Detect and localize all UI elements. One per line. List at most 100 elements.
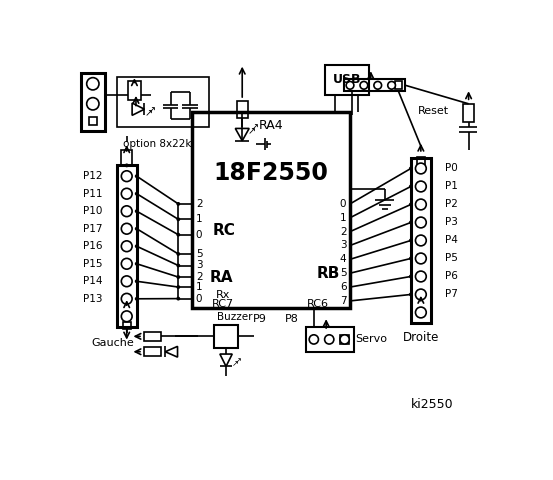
Text: 18F2550: 18F2550 — [213, 161, 328, 185]
Text: option 8x22k: option 8x22k — [123, 139, 192, 149]
Circle shape — [409, 184, 413, 189]
Text: 0: 0 — [196, 294, 202, 304]
Text: 2: 2 — [196, 199, 202, 209]
Text: 4: 4 — [340, 254, 346, 264]
Bar — [344, 79, 405, 92]
Circle shape — [87, 78, 99, 90]
Text: RC6: RC6 — [307, 299, 328, 309]
Text: P16: P16 — [84, 241, 103, 251]
Text: P12: P12 — [84, 171, 103, 181]
Circle shape — [415, 217, 426, 228]
Circle shape — [135, 227, 139, 231]
Circle shape — [121, 311, 132, 322]
Text: 0: 0 — [340, 199, 346, 209]
Circle shape — [415, 199, 426, 210]
Circle shape — [121, 223, 132, 234]
Circle shape — [176, 275, 180, 279]
Circle shape — [415, 271, 426, 282]
Circle shape — [135, 279, 139, 283]
Circle shape — [87, 97, 99, 110]
Text: Reset: Reset — [418, 107, 450, 117]
Circle shape — [415, 181, 426, 192]
Circle shape — [340, 335, 349, 344]
Circle shape — [409, 256, 413, 260]
Bar — [411, 158, 431, 323]
Text: P14: P14 — [84, 276, 103, 286]
Bar — [89, 117, 97, 125]
Text: 3: 3 — [196, 261, 202, 271]
Bar — [192, 111, 350, 308]
Text: 6: 6 — [340, 282, 346, 292]
Circle shape — [125, 164, 129, 168]
Text: ↗: ↗ — [145, 108, 153, 118]
Bar — [144, 347, 161, 356]
Text: ↗: ↗ — [232, 359, 239, 368]
Circle shape — [409, 239, 413, 242]
Text: RC7: RC7 — [212, 299, 234, 309]
Text: ki2550: ki2550 — [411, 397, 453, 410]
Text: Servo: Servo — [355, 335, 387, 345]
Text: Rx: Rx — [216, 290, 230, 300]
Bar — [144, 332, 161, 341]
Bar — [463, 104, 474, 122]
Bar — [117, 77, 209, 127]
Circle shape — [135, 244, 139, 248]
Text: P10: P10 — [84, 206, 103, 216]
Text: 0: 0 — [196, 230, 202, 240]
Bar — [237, 101, 248, 119]
Text: 3: 3 — [340, 240, 346, 251]
Text: P7: P7 — [445, 289, 457, 300]
Circle shape — [176, 233, 180, 237]
Text: P13: P13 — [84, 294, 103, 304]
Circle shape — [135, 192, 139, 196]
Text: 2: 2 — [340, 227, 346, 237]
Text: RA4: RA4 — [259, 119, 283, 132]
Bar — [340, 335, 349, 344]
Bar — [325, 65, 369, 95]
Text: P4: P4 — [445, 236, 457, 245]
Text: P3: P3 — [445, 217, 457, 228]
Circle shape — [121, 206, 132, 216]
Text: P15: P15 — [84, 259, 103, 269]
Circle shape — [409, 275, 413, 278]
Circle shape — [409, 220, 413, 225]
Circle shape — [415, 289, 426, 300]
Bar — [213, 325, 238, 348]
Bar — [417, 157, 425, 165]
Text: RA: RA — [210, 270, 233, 285]
Circle shape — [409, 167, 413, 170]
Text: 2: 2 — [196, 272, 202, 282]
Circle shape — [415, 307, 426, 318]
Circle shape — [121, 293, 132, 304]
Circle shape — [135, 262, 139, 266]
Text: 1: 1 — [340, 213, 346, 223]
Bar — [395, 82, 403, 89]
Circle shape — [325, 335, 334, 344]
Bar — [306, 327, 354, 352]
Text: USB: USB — [333, 73, 361, 86]
Circle shape — [135, 297, 139, 301]
Circle shape — [135, 209, 139, 213]
Text: Gauche: Gauche — [91, 337, 134, 348]
Bar — [81, 73, 105, 131]
Text: P0: P0 — [445, 164, 457, 173]
Text: 5: 5 — [196, 249, 202, 259]
Text: ↗: ↗ — [247, 127, 255, 136]
Text: P1: P1 — [445, 181, 457, 192]
Text: 5: 5 — [340, 268, 346, 278]
Text: RC: RC — [213, 223, 236, 239]
Circle shape — [176, 297, 180, 300]
Text: P8: P8 — [285, 314, 299, 324]
Circle shape — [415, 235, 426, 246]
Circle shape — [121, 276, 132, 287]
Circle shape — [346, 82, 354, 89]
Circle shape — [309, 335, 319, 344]
Circle shape — [176, 285, 180, 289]
Text: 1: 1 — [196, 282, 202, 292]
Text: RB: RB — [317, 266, 340, 281]
Circle shape — [121, 258, 132, 269]
Text: ↗: ↗ — [148, 105, 156, 115]
Text: 1: 1 — [196, 214, 202, 224]
Bar — [123, 322, 131, 329]
Text: Droite: Droite — [403, 331, 439, 344]
